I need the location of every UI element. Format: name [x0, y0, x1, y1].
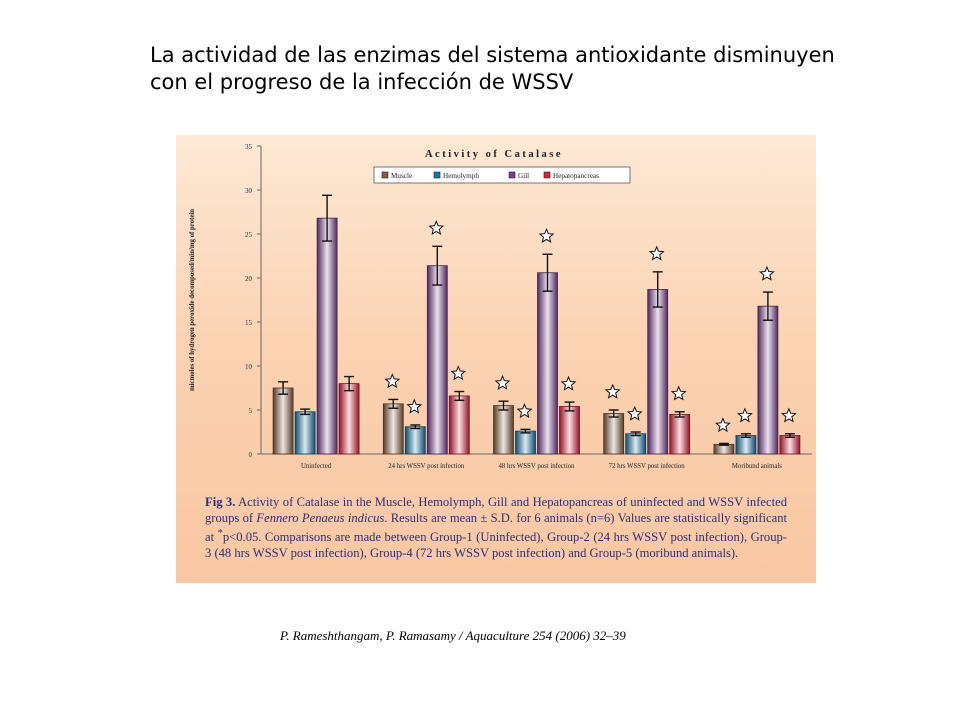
- y-tick-label: 5: [249, 407, 253, 415]
- caption-species: Fennero Penaeus indicus: [256, 510, 385, 525]
- significance-star: [670, 385, 687, 401]
- slide-title: La actividad de las enzimas del sistema …: [150, 42, 870, 96]
- legend-label: Gill: [518, 172, 529, 180]
- significance-star: [538, 227, 555, 243]
- significance-star: [516, 403, 533, 419]
- bar: [735, 435, 757, 455]
- caption-text-1: Activity of Catalase in the Muscle, Hemo…: [205, 495, 787, 525]
- caption-significance-mark: *: [217, 528, 223, 540]
- legend-swatch: [381, 171, 389, 179]
- bar: [647, 289, 669, 455]
- figure-label: Fig 3.: [205, 495, 236, 509]
- bar: [426, 265, 448, 455]
- x-tick-label: 48 hrs WSSV post infection: [498, 463, 575, 470]
- bar: [515, 430, 536, 455]
- y-tick-label: 0: [249, 451, 253, 459]
- significance-star: [737, 407, 753, 423]
- chart-legend: Muscle Hemolymph Gill Hepatopancreas: [373, 166, 631, 184]
- legend-swatch: [543, 171, 551, 179]
- bar: [272, 387, 294, 455]
- y-tick-label: 25: [245, 231, 253, 239]
- significance-star: [560, 375, 577, 391]
- chart-title: Activity of Catalase: [425, 149, 563, 160]
- bar: [338, 383, 360, 455]
- bar: [779, 435, 801, 455]
- significance-star: [384, 373, 401, 389]
- legend-label: Hepatopancreas: [553, 172, 599, 180]
- caption-text-3: p<0.05. Comparisons are made between Gro…: [205, 530, 787, 560]
- bar-group: [713, 265, 801, 455]
- bar: [493, 405, 514, 455]
- y-tick-label: 15: [245, 319, 253, 327]
- bar: [559, 406, 580, 455]
- slide-title-line-2: con el progreso de la infección de WSSV: [150, 70, 574, 94]
- x-tick-label: 72 hrs WSSV post infection: [609, 463, 686, 470]
- significance-star: [406, 398, 423, 414]
- bar: [448, 395, 470, 455]
- significance-star: [759, 265, 775, 281]
- significance-star: [648, 245, 665, 261]
- legend-swatch: [433, 171, 441, 179]
- figure-caption: Fig 3. Activity of Catalase in the Muscl…: [205, 495, 787, 562]
- catalase-bar-chart: 0 5 10 15 20 25 30 35 micmoles of hydrogen perox…: [189, 143, 812, 470]
- significance-star: [428, 220, 445, 236]
- bar: [757, 305, 779, 455]
- bar: [404, 426, 426, 455]
- y-tick-label: 20: [245, 275, 253, 283]
- bar-group: [493, 227, 580, 455]
- significance-star: [715, 417, 731, 433]
- y-axis-label: micmoles of hydrogen peroxide decomposed…: [189, 209, 196, 391]
- significance-star: [450, 365, 467, 381]
- x-tick-label: 24 hrs WSSV post infection: [388, 463, 465, 470]
- legend-label: Muscle: [391, 172, 412, 180]
- bar: [294, 411, 316, 455]
- bar: [669, 413, 691, 455]
- bar: [316, 217, 338, 455]
- bar: [537, 272, 558, 455]
- bar: [603, 413, 625, 455]
- x-tick-label: Moribund animals: [732, 463, 782, 470]
- legend-box: [373, 166, 631, 184]
- legend-swatch: [508, 171, 516, 179]
- source-citation: P. Rameshthangam, P. Ramasamy / Aquacult…: [280, 628, 626, 643]
- significance-star: [494, 374, 511, 390]
- caption-text-2: . Results are mean ± S.D. for 6 animals …: [205, 510, 787, 545]
- bar: [382, 403, 404, 455]
- significance-star: [781, 407, 797, 423]
- y-tick-label: 10: [245, 363, 253, 371]
- bar-group: [382, 220, 470, 455]
- legend-label: Hemolymph: [443, 172, 479, 180]
- slide-title-line-1: La actividad de las enzimas del sistema …: [150, 43, 835, 67]
- figure-panel: 0 5 10 15 20 25 30 35 micmoles of hydrogen perox…: [176, 135, 816, 583]
- y-tick-label: 35: [245, 143, 253, 151]
- bar-group: [272, 194, 360, 455]
- bar: [625, 433, 647, 455]
- y-tick-label: 30: [245, 187, 253, 195]
- x-tick-label: Uninfected: [301, 463, 332, 470]
- bar-group: [603, 245, 691, 455]
- significance-star: [626, 405, 643, 421]
- significance-star: [604, 383, 621, 399]
